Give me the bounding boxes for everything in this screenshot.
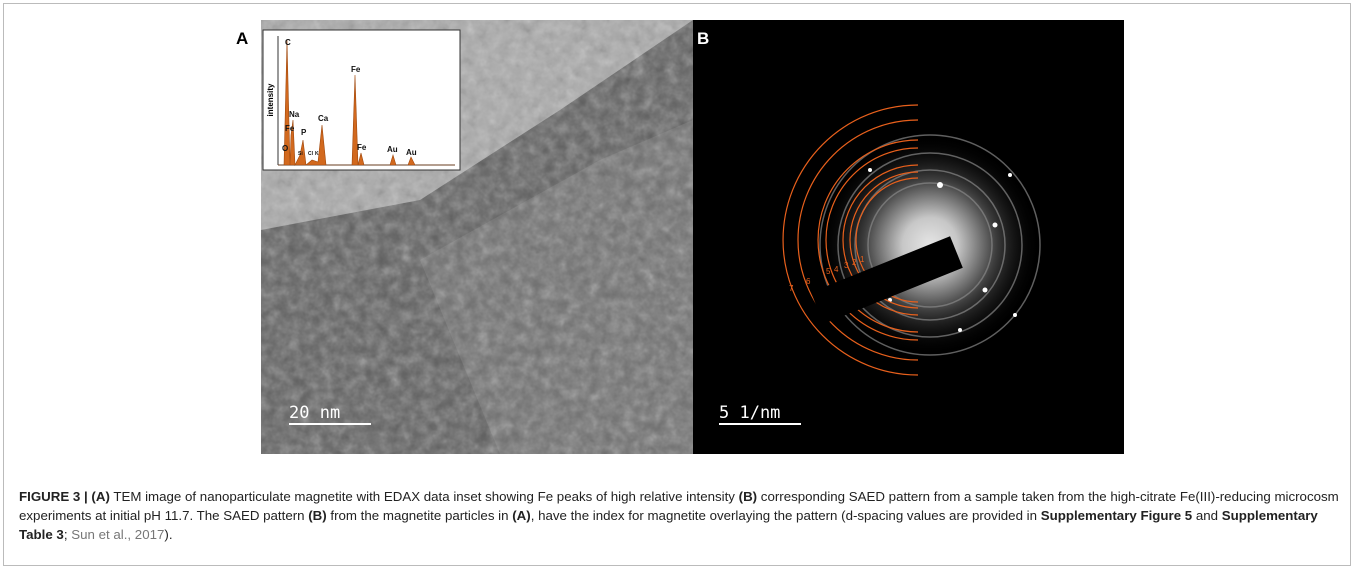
panel-label: A [236, 29, 248, 48]
peak-label: Cl [308, 151, 314, 157]
ring-label: 7 [789, 284, 794, 293]
peak-label: Au [406, 148, 417, 157]
caption-text: TEM image of nanoparticulate magnetite w… [110, 489, 739, 504]
peak-label: Fe [285, 124, 295, 133]
caption-text: (B) [308, 508, 326, 523]
peak-label: Si [298, 151, 303, 157]
caption-text: (B) [739, 489, 757, 504]
scale-bar-label: 20 nm [289, 403, 340, 423]
peak-label: Au [387, 145, 398, 154]
caption-text: , have the index for magnetite overlayin… [531, 508, 1041, 523]
peak-label: O [282, 144, 288, 153]
peak-label: Ca [318, 114, 329, 123]
ring-label: 2 [852, 258, 857, 267]
ring-label: 6 [806, 277, 811, 286]
caption-text[interactable]: Sun et al., 2017 [71, 527, 164, 542]
figure-caption: FIGURE 3 | (A) TEM image of nanoparticul… [19, 487, 1339, 544]
inset-axis-label: intensity [266, 83, 275, 116]
peak-label: P [301, 128, 307, 137]
caption-text: ). [164, 527, 172, 542]
peak-label: Fe [357, 143, 367, 152]
caption-text: FIGURE 3 | (A) [19, 489, 110, 504]
caption-text: from the magnetite particles in [327, 508, 513, 523]
ring-label: 1 [860, 255, 865, 264]
panel-label: B [697, 29, 709, 48]
peak-label: Na [289, 110, 300, 119]
peak-label: C [285, 38, 291, 47]
peak-label: Fe [351, 65, 361, 74]
figure: A intensity C Na Fe O P Si Cl K Ca Fe Fe… [0, 0, 1357, 480]
caption-text: Supplementary Figure 5 [1041, 508, 1192, 523]
ring-label: 4 [834, 265, 839, 274]
peak-label: K [315, 151, 319, 157]
caption-text: and [1192, 508, 1222, 523]
scale-bar-label: 5 1/nm [719, 403, 780, 423]
ring-label: 3 [844, 261, 849, 270]
edax-inset: intensity C Na Fe O P Si Cl K Ca Fe Fe A… [263, 30, 460, 170]
caption-text: (A) [512, 508, 530, 523]
ring-label: 5 [826, 267, 831, 276]
